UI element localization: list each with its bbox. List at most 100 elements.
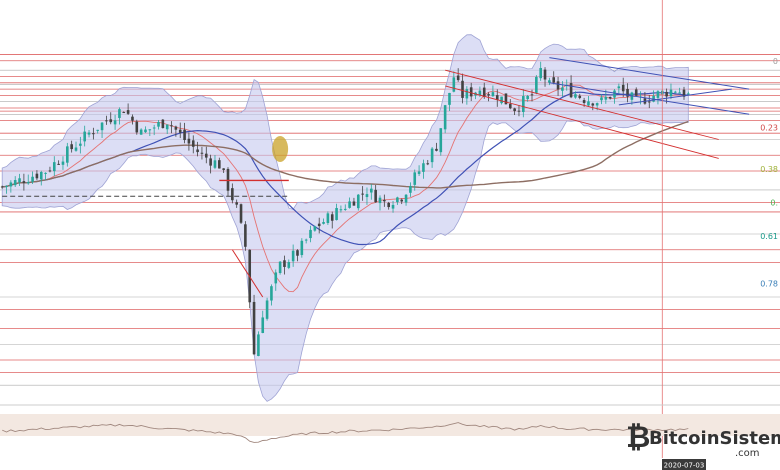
- moving-average-fast: [2, 84, 689, 293]
- candle-body: [535, 76, 538, 93]
- candle-body: [678, 92, 681, 94]
- candle-body: [326, 213, 330, 224]
- candle-body: [617, 86, 621, 89]
- candle-body: [204, 153, 208, 158]
- candle-body: [70, 144, 73, 150]
- moving-averages: [2, 84, 689, 293]
- candle-body: [244, 224, 247, 247]
- candle-body: [456, 75, 460, 81]
- candle-body: [209, 158, 212, 166]
- candle-body: [131, 116, 134, 121]
- candle-body: [296, 250, 299, 256]
- candle-body: [139, 129, 143, 135]
- candle-body: [674, 91, 677, 93]
- candle-body: [665, 91, 668, 97]
- bollinger-band: [1, 34, 689, 402]
- candle-body: [113, 120, 117, 125]
- candle-body: [92, 133, 95, 135]
- candle-body: [422, 163, 425, 172]
- candle-body: [291, 250, 295, 262]
- candle-body: [647, 101, 651, 103]
- candle-body: [569, 83, 573, 98]
- candle-body: [374, 189, 377, 203]
- candle-body: [634, 89, 638, 96]
- candle-body: [274, 272, 278, 284]
- candle-body: [31, 176, 34, 182]
- candle-body: [252, 301, 256, 355]
- candle-body: [413, 172, 417, 185]
- candle-body: [5, 185, 8, 187]
- candle-body: [122, 112, 126, 114]
- candle-body: [417, 171, 421, 174]
- channel-lower-line: [549, 82, 750, 115]
- candle-body: [39, 171, 43, 180]
- candle-body: [682, 89, 686, 97]
- candle-body: [96, 129, 100, 131]
- candle-body: [235, 202, 238, 205]
- candle-body: [239, 204, 243, 223]
- candle-body: [135, 121, 139, 133]
- trendline-red-short: [231, 249, 264, 298]
- fib-level-label: 0: [773, 57, 778, 66]
- candle-body: [600, 97, 603, 101]
- candle-body: [187, 138, 191, 144]
- candle-body: [257, 334, 260, 356]
- candle-body: [26, 182, 30, 184]
- candle-body: [200, 152, 204, 154]
- candle-body: [35, 173, 39, 179]
- candle-body: [87, 132, 91, 135]
- rsi-line: [2, 422, 689, 443]
- candle-body: [170, 125, 173, 127]
- candle-body: [452, 77, 456, 92]
- candle-body: [595, 103, 599, 106]
- candle-body: [487, 94, 490, 96]
- candle-body: [61, 161, 65, 165]
- candle-body: [57, 163, 60, 165]
- candle-body: [270, 286, 273, 301]
- candle-body: [213, 160, 217, 168]
- candle-body: [339, 209, 343, 211]
- candle-body: [144, 129, 147, 133]
- fib-level-label: 0.38: [760, 165, 778, 174]
- candle-body: [100, 122, 104, 131]
- candle-body: [348, 201, 351, 208]
- bitcoin-logo-icon: ₿: [626, 420, 650, 455]
- candle-body: [309, 229, 312, 239]
- candle-body: [391, 204, 395, 209]
- candle-body: [539, 68, 542, 79]
- candle-body: [574, 94, 577, 98]
- candle-body: [191, 140, 195, 147]
- candle-body: [196, 149, 199, 153]
- candle-body: [396, 197, 399, 203]
- candle-body: [482, 87, 486, 97]
- candle-body: [352, 201, 356, 206]
- candle-body: [621, 84, 625, 92]
- candle-body: [222, 168, 225, 170]
- date-badge-label: 2020-07-03: [664, 462, 705, 470]
- candle-body: [148, 129, 152, 131]
- candle-body: [48, 170, 52, 172]
- candle-body: [504, 93, 508, 105]
- fib-level-label: 0.61: [760, 232, 778, 241]
- candle-body: [22, 181, 26, 183]
- candle-body: [161, 119, 165, 129]
- candle-body: [608, 96, 612, 99]
- candle-body: [578, 95, 582, 98]
- watermark-sub: .com: [735, 448, 760, 459]
- candle-body: [543, 69, 547, 80]
- candle-body: [283, 260, 286, 267]
- candle-body: [300, 240, 304, 256]
- candle-body: [426, 163, 430, 165]
- candle-body: [335, 207, 338, 221]
- candle-body: [652, 95, 655, 102]
- candle-body: [74, 147, 78, 151]
- watermark-brand: BitcoinSistemi: [649, 428, 780, 449]
- candle-body: [448, 92, 451, 105]
- candle-body: [126, 110, 130, 114]
- candle-body: [500, 96, 503, 104]
- candle-body: [231, 188, 234, 201]
- candle-body: [435, 148, 438, 151]
- candle-body: [465, 89, 469, 99]
- candle-body: [582, 100, 586, 103]
